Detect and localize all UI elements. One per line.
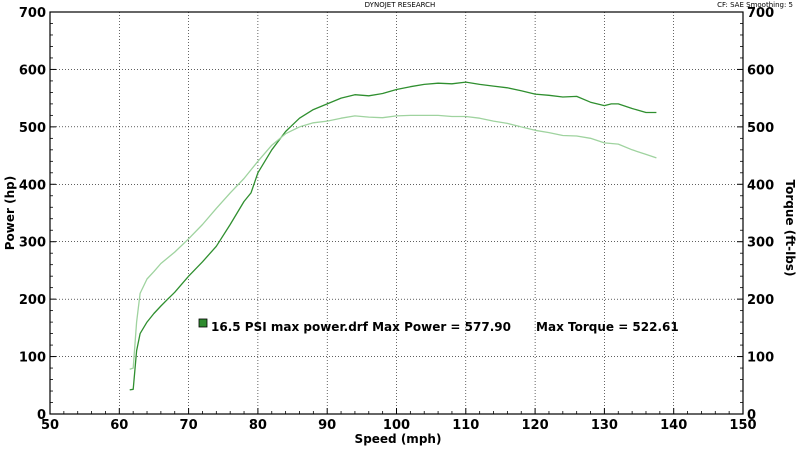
x-axis-label: Speed (mph) — [355, 432, 442, 446]
y-tick-label-right: 100 — [747, 351, 774, 366]
y-tick-label-right: 200 — [747, 293, 774, 308]
y-tick-label-right: 500 — [747, 121, 774, 136]
x-tick-label: 90 — [318, 418, 336, 433]
axes: 0 0 100 100 200 200 300 300 400 400 500 500 600 600 70… — [19, 6, 774, 433]
y-tick-label-left: 700 — [19, 6, 46, 21]
y-tick-label-right: 0 — [747, 408, 756, 423]
y-tick-label-right: 700 — [747, 6, 774, 21]
y-tick-label-right: 400 — [747, 178, 774, 193]
x-tick-label: 120 — [522, 418, 549, 433]
series-line-torque — [129, 114, 657, 370]
y-axis-label-right: Torque (ft-lbs) — [783, 180, 797, 277]
y-tick-label-left: 200 — [19, 293, 46, 308]
chart-header-title: DYNOJET RESEARCH — [364, 1, 436, 9]
x-tick-label: 140 — [660, 418, 687, 433]
y-tick-label-right: 300 — [747, 236, 774, 251]
x-tick-label: 130 — [591, 418, 618, 433]
grid — [50, 12, 743, 414]
y-tick-label-left: 0 — [37, 408, 46, 423]
series-line-power — [129, 81, 657, 391]
series-layer — [129, 81, 657, 391]
y-tick-label-left: 400 — [19, 178, 46, 193]
y-tick-label-left: 500 — [19, 121, 46, 136]
legend: 16.5 PSI max power.drf Max Power = 577.9… — [198, 318, 679, 334]
legend-swatch — [198, 318, 208, 328]
labels: Speed (mph) Power (hp) Torque (ft-lbs) — [3, 176, 797, 446]
x-tick-label: 80 — [249, 418, 267, 433]
x-tick-label: 100 — [383, 418, 410, 433]
x-tick-label: 110 — [452, 418, 479, 433]
x-tick-label: 150 — [729, 418, 756, 433]
x-tick-label: 60 — [110, 418, 128, 433]
x-tick-label: 70 — [180, 418, 198, 433]
y-tick-label-right: 600 — [747, 63, 774, 78]
x-tick-label: 50 — [41, 418, 59, 433]
y-axis-label-left: Power (hp) — [3, 176, 17, 250]
y-tick-label-left: 100 — [19, 351, 46, 366]
y-tick-label-left: 600 — [19, 63, 46, 78]
plot-frame — [49, 11, 744, 415]
chart-header-settings: CF: SAE Smoothing: 5 — [717, 1, 793, 9]
y-tick-label-left: 300 — [19, 236, 46, 251]
legend-text: 16.5 PSI max power.drf Max Power = 577.9… — [211, 320, 679, 334]
